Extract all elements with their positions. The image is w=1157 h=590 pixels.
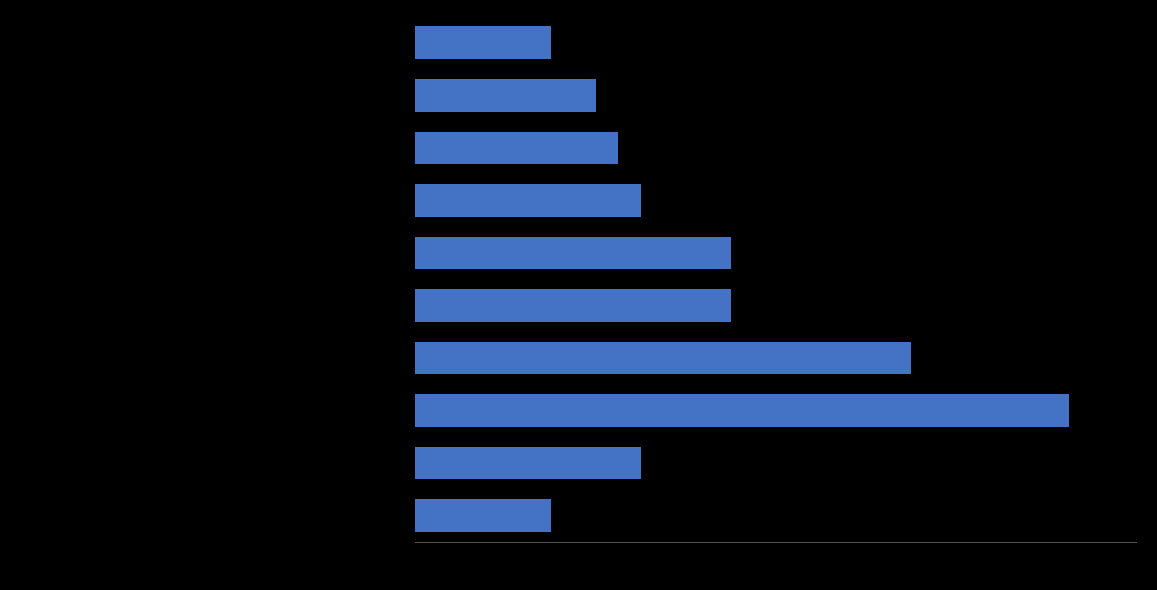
Bar (415, 184, 641, 217)
Bar (415, 447, 641, 479)
Bar (415, 394, 1069, 427)
Bar (415, 342, 911, 374)
Bar (415, 289, 731, 322)
Bar (415, 499, 551, 532)
Bar (415, 237, 731, 269)
Bar (415, 79, 596, 112)
Bar (415, 132, 618, 164)
Bar (415, 27, 551, 59)
